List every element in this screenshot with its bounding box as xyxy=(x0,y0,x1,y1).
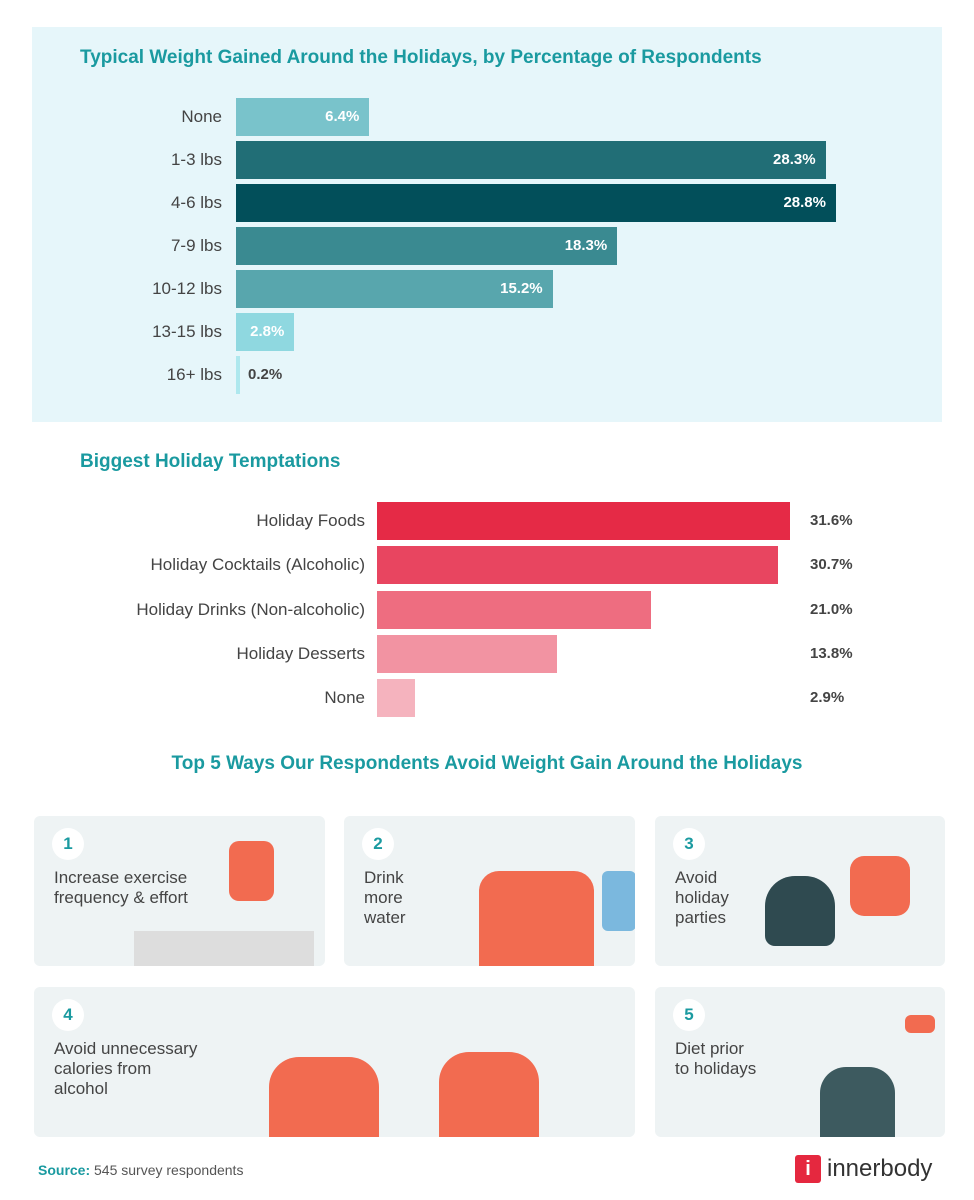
ways-title: Top 5 Ways Our Respondents Avoid Weight … xyxy=(171,753,803,774)
way-card-4: 4 Avoid unnecessary calories from alcoho… xyxy=(34,987,635,1137)
way-number: 1 xyxy=(52,828,84,860)
logo-mark-icon: i xyxy=(795,1155,821,1183)
diet-illustration xyxy=(820,1067,895,1137)
bar xyxy=(236,184,836,222)
way-card-1: 1 Increase exercise frequency & effort xyxy=(34,816,325,966)
bar xyxy=(377,546,779,585)
chart2-title: Biggest Holiday Temptations xyxy=(80,451,341,472)
way-text: Avoid unnecessary calories from alcohol xyxy=(54,1039,198,1098)
category-label: Holiday Foods xyxy=(256,511,365,530)
drinking-water-illustration xyxy=(479,871,594,966)
toasting-illustration-friend xyxy=(439,1052,539,1137)
weight-gain-panel xyxy=(32,27,942,422)
category-label: 16+ lbs xyxy=(166,365,222,384)
bar xyxy=(236,141,826,179)
logo-text: innerbody xyxy=(827,1155,933,1182)
innerbody-logo: i innerbody xyxy=(795,1155,932,1183)
bar xyxy=(236,98,370,136)
data-label: 2.8% xyxy=(250,323,285,340)
toasting-illustration xyxy=(269,1057,379,1137)
way-number: 3 xyxy=(673,828,705,860)
data-label: 0.2% xyxy=(248,366,283,383)
data-label: 28.3% xyxy=(773,151,816,168)
exercise-illustration-figure xyxy=(229,841,274,901)
data-label: 18.3% xyxy=(564,237,608,254)
data-label: 31.6% xyxy=(810,512,853,529)
way-card-3: 3 Avoid holiday parties xyxy=(655,816,945,966)
category-label: 4-6 lbs xyxy=(170,193,222,212)
way-text: Increase exercise frequency & effort xyxy=(54,868,188,907)
exercise-illustration xyxy=(134,931,314,966)
bar xyxy=(236,227,618,265)
bar xyxy=(236,270,553,308)
category-label: 10-12 lbs xyxy=(152,279,222,298)
chart1-title: Typical Weight Gained Around the Holiday… xyxy=(80,47,762,68)
bar xyxy=(236,313,295,351)
source-label: Source: xyxy=(38,1162,91,1178)
data-label: 28.8% xyxy=(783,194,826,211)
water-cooler-icon xyxy=(602,871,635,931)
data-label: 21.0% xyxy=(810,600,853,618)
bar xyxy=(377,502,790,540)
way-card-2: 2 Drink more water xyxy=(344,816,635,966)
way-number: 5 xyxy=(673,999,705,1031)
way-text: Diet prior to holidays xyxy=(675,1039,757,1078)
source-text: 545 survey respondents xyxy=(90,1162,244,1178)
category-label: Holiday Drinks (Non-alcoholic) xyxy=(136,599,365,619)
way-text: Avoid holiday parties xyxy=(675,868,729,927)
dumbbell-icon xyxy=(905,1015,935,1033)
category-label: None xyxy=(181,107,222,126)
category-label: 13-15 lbs xyxy=(152,322,222,341)
data-label: 13.8% xyxy=(810,644,853,662)
bar xyxy=(377,634,558,673)
category-label: Holiday Desserts xyxy=(236,643,366,663)
way-card-5: 5 Diet prior to holidays xyxy=(655,987,945,1137)
category-label: 1-3 lbs xyxy=(170,150,222,169)
way-text: Drink more water xyxy=(364,868,406,927)
party-illustration xyxy=(765,876,835,946)
category-label: Holiday Cocktails (Alcoholic) xyxy=(150,555,365,575)
way-number: 2 xyxy=(362,828,394,860)
party-illustration-friend xyxy=(850,856,910,916)
data-label: 30.7% xyxy=(810,556,853,574)
bar xyxy=(377,679,415,718)
data-label: 2.9% xyxy=(810,689,845,707)
category-label: None xyxy=(324,688,365,708)
data-label: 15.2% xyxy=(500,280,543,297)
category-label: 7-9 lbs xyxy=(170,236,222,255)
way-number: 4 xyxy=(52,999,84,1031)
bar xyxy=(377,590,652,629)
source-note: Source: 545 survey respondents xyxy=(38,1162,243,1178)
bar xyxy=(236,356,241,394)
data-label: 6.4% xyxy=(325,108,360,125)
